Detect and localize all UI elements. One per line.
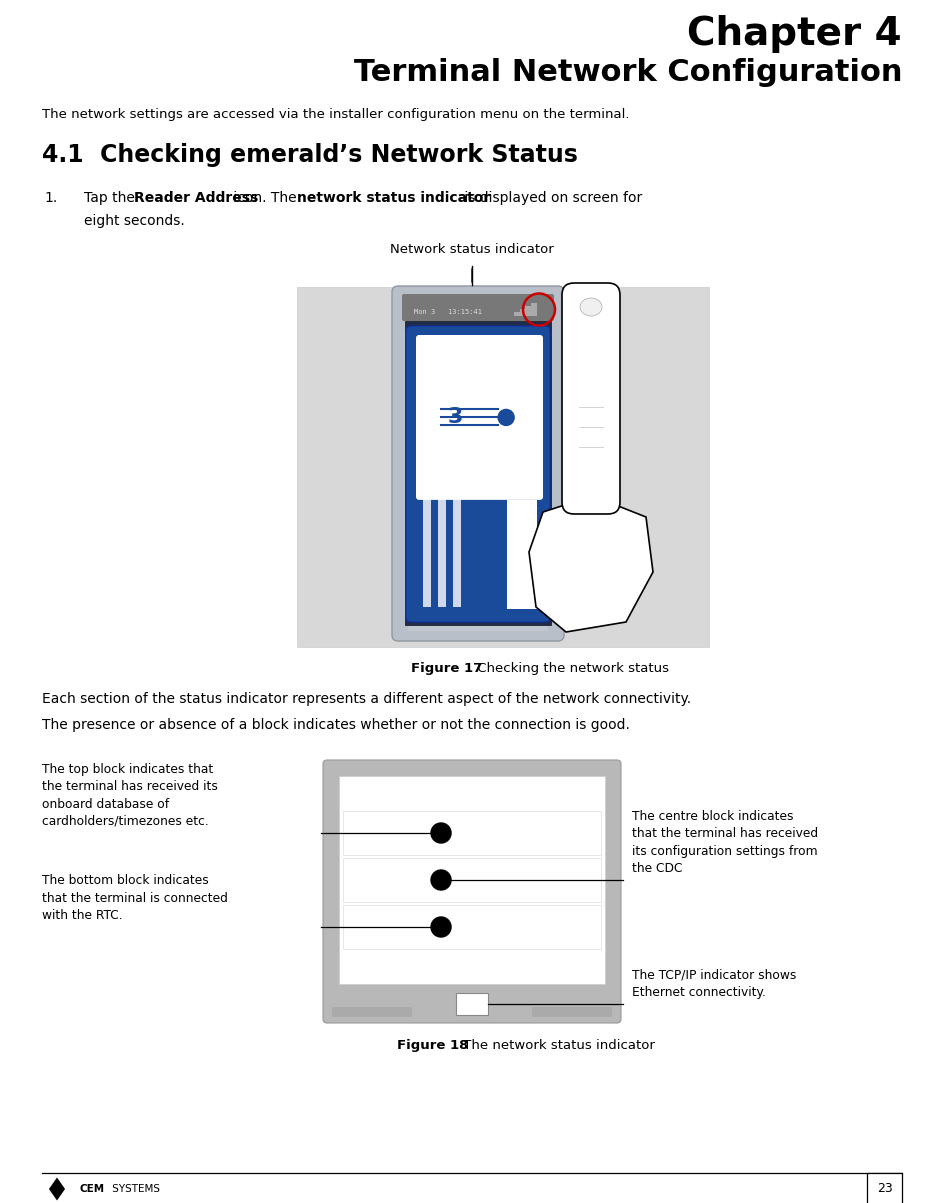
Ellipse shape xyxy=(580,298,602,316)
Bar xyxy=(531,303,536,316)
Text: The bottom block indicates
that the terminal is connected
with the RTC.: The bottom block indicates that the term… xyxy=(42,875,228,921)
Text: The TCP/IP indicator shows
Ethernet connectivity.: The TCP/IP indicator shows Ethernet conn… xyxy=(632,968,797,998)
Bar xyxy=(405,321,551,626)
Text: is displayed on screen for: is displayed on screen for xyxy=(461,191,643,205)
Polygon shape xyxy=(529,502,653,632)
Text: Network status indicator: Network status indicator xyxy=(390,243,554,256)
Bar xyxy=(343,858,601,902)
Text: network status indicator: network status indicator xyxy=(297,191,490,205)
FancyBboxPatch shape xyxy=(416,334,543,500)
Text: SYSTEMS: SYSTEMS xyxy=(109,1184,160,1195)
Text: eight seconds.: eight seconds. xyxy=(84,214,185,229)
Bar xyxy=(519,309,526,316)
Bar xyxy=(343,905,601,949)
Text: Terminal Network Configuration: Terminal Network Configuration xyxy=(353,58,902,87)
Circle shape xyxy=(498,409,514,426)
FancyBboxPatch shape xyxy=(392,286,564,641)
Text: Tap the: Tap the xyxy=(84,191,140,205)
Circle shape xyxy=(431,823,451,843)
Bar xyxy=(867,1173,902,1203)
Bar xyxy=(297,288,709,647)
Bar xyxy=(343,811,601,855)
Bar xyxy=(514,312,520,316)
Bar xyxy=(456,992,488,1015)
Bar xyxy=(532,1007,612,1017)
Bar xyxy=(438,498,446,608)
Text: Figure 17: Figure 17 xyxy=(411,662,482,675)
Text: 3: 3 xyxy=(447,408,463,427)
Bar xyxy=(423,498,431,608)
FancyBboxPatch shape xyxy=(406,326,550,622)
FancyBboxPatch shape xyxy=(323,760,621,1023)
Circle shape xyxy=(431,870,451,890)
Text: Each section of the status indicator represents a different aspect of the networ: Each section of the status indicator rep… xyxy=(42,692,691,706)
Text: The network settings are accessed via the installer configuration menu on the te: The network settings are accessed via th… xyxy=(42,108,630,122)
Circle shape xyxy=(431,917,451,937)
Text: Mon 3   13:15:41: Mon 3 13:15:41 xyxy=(414,308,482,314)
Text: The top block indicates that
the terminal has received its
onboard database of
c: The top block indicates that the termina… xyxy=(42,763,218,828)
Text: Reader Address: Reader Address xyxy=(134,191,258,205)
Bar xyxy=(507,500,537,609)
FancyBboxPatch shape xyxy=(402,294,554,321)
Text: The network status indicator: The network status indicator xyxy=(459,1039,655,1051)
Bar xyxy=(339,776,605,984)
Text: icon. The: icon. The xyxy=(228,191,301,205)
Text: Figure 18: Figure 18 xyxy=(397,1039,468,1051)
Text: 1.: 1. xyxy=(44,191,58,205)
Text: Checking the network status: Checking the network status xyxy=(473,662,669,675)
Bar xyxy=(525,306,531,316)
Text: Chapter 4: Chapter 4 xyxy=(687,14,902,53)
Text: 4.1  Checking emerald’s Network Status: 4.1 Checking emerald’s Network Status xyxy=(42,143,578,167)
FancyBboxPatch shape xyxy=(562,283,620,514)
Polygon shape xyxy=(49,1178,65,1201)
Bar xyxy=(332,1007,412,1017)
Text: The centre block indicates
that the terminal has received
its configuration sett: The centre block indicates that the term… xyxy=(632,810,818,875)
Text: The presence or absence of a block indicates whether or not the connection is go: The presence or absence of a block indic… xyxy=(42,718,630,733)
Bar xyxy=(453,498,461,608)
Text: 23: 23 xyxy=(877,1183,892,1196)
Text: CEM: CEM xyxy=(79,1184,104,1195)
Bar xyxy=(408,616,548,632)
